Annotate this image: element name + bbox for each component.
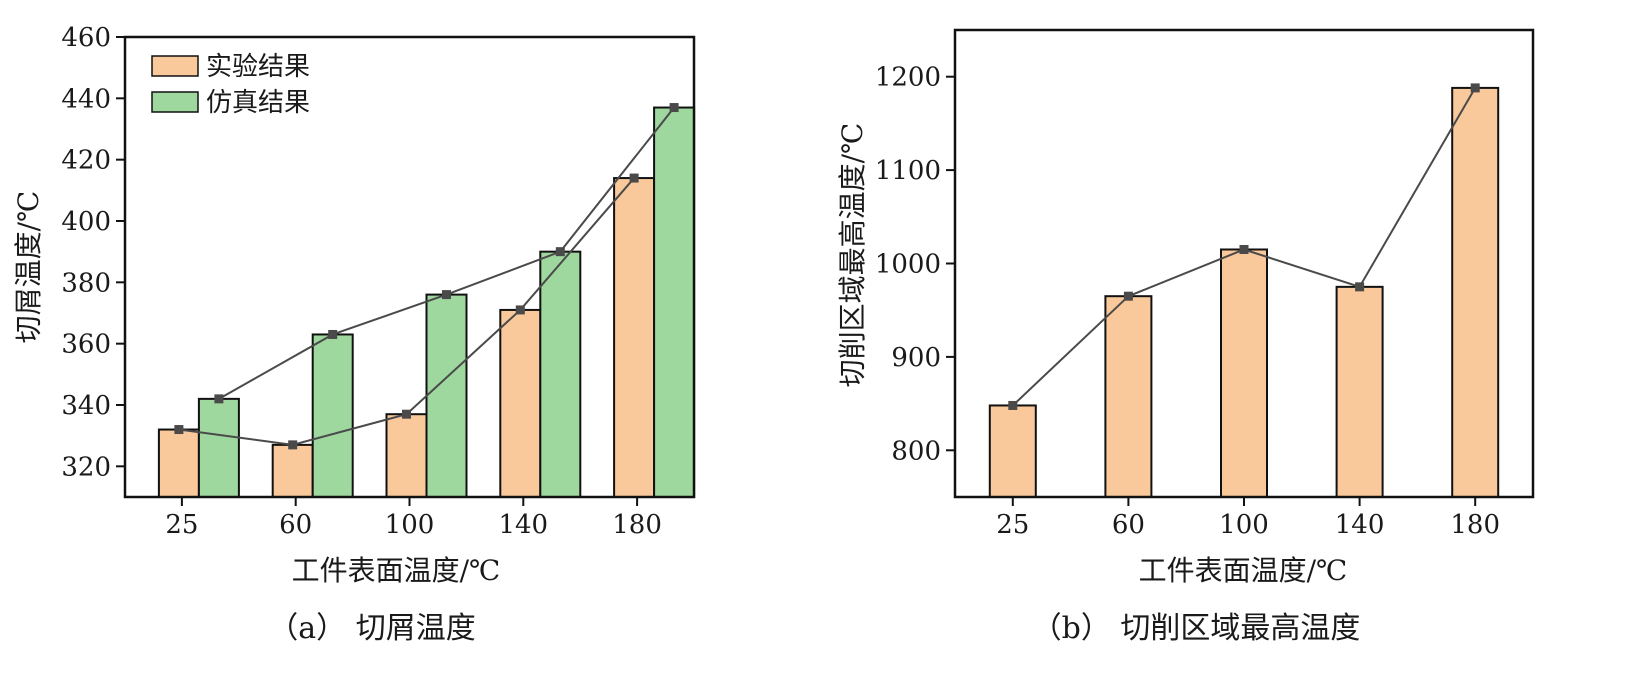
x-tick-label: 100 — [1219, 510, 1269, 540]
data-point-marker — [629, 173, 639, 183]
y-tick-label: 460 — [61, 23, 111, 53]
bar-experiment — [613, 177, 656, 498]
chart-b-y-ticks: 800 900 1000 1100 1200 — [875, 63, 955, 466]
x-tick-label: 180 — [1450, 510, 1500, 540]
bar-experiment — [157, 428, 200, 498]
bar-value — [1104, 295, 1153, 498]
y-tick-label: 1200 — [875, 63, 941, 93]
chart-b-lines — [1008, 83, 1480, 410]
chart-b-caption: （b） 切削区域最高温度 — [1032, 611, 1361, 646]
bar-value — [1335, 285, 1384, 498]
x-tick-label: 140 — [1335, 510, 1385, 540]
y-tick-label: 1000 — [875, 250, 941, 280]
legend-swatch-simulation — [151, 91, 199, 113]
data-point-marker — [288, 440, 298, 450]
legend-swatch-experiment — [151, 55, 199, 77]
bar-simulation — [653, 106, 696, 499]
bar-simulation — [539, 250, 582, 498]
bar-simulation — [425, 293, 468, 498]
x-tick-label: 25 — [165, 510, 198, 540]
chart-b-x-axis-label: 工件表面温度/℃ — [1139, 554, 1348, 587]
y-tick-label: 360 — [61, 330, 111, 360]
chart-b-plot-frame — [953, 28, 1535, 499]
data-point-marker — [515, 305, 525, 315]
chart-a-x-axis-label: 工件表面温度/℃ — [292, 554, 501, 587]
data-point-marker — [555, 247, 565, 257]
data-point-marker — [328, 329, 338, 339]
chart-a-y-axis-label: 切屑温度/℃ — [12, 191, 45, 344]
y-tick-label: 420 — [61, 146, 111, 176]
legend-label-simulation: 仿真结果 — [206, 88, 310, 118]
y-tick-label: 400 — [61, 207, 111, 237]
bar-simulation — [311, 333, 354, 499]
data-point-marker — [1470, 83, 1480, 93]
chart-a-plot-frame — [123, 35, 696, 499]
chart-a-x-ticks: 25 60 100 140 180 — [165, 497, 662, 540]
x-tick-label: 180 — [612, 510, 662, 540]
chart-b: 800 900 1000 1100 1200 25 60 100 140 180 工件表面温度/… — [836, 28, 1535, 646]
y-tick-label: 320 — [61, 452, 111, 482]
data-point-marker — [442, 290, 451, 300]
data-point-marker — [402, 409, 411, 419]
chart-a-y-ticks: 320 340 360 380 400 420 440 460 — [61, 23, 125, 482]
y-tick-label: 440 — [61, 84, 111, 114]
x-tick-label: 140 — [498, 510, 548, 540]
y-tick-label: 340 — [61, 391, 111, 421]
data-point-marker — [214, 394, 224, 404]
chart-a-lines — [174, 103, 679, 450]
y-tick-label: 380 — [61, 268, 111, 298]
data-point-marker — [1123, 291, 1133, 301]
data-point-marker — [1239, 244, 1249, 254]
chart-b-x-ticks: 25 60 100 140 180 — [996, 497, 1500, 540]
legend-label-experiment: 实验结果 — [206, 52, 310, 82]
x-tick-label: 25 — [996, 510, 1029, 540]
bar-value — [1220, 248, 1268, 498]
data-point-marker — [1355, 282, 1365, 292]
chart-b-y-axis-label: 切削区域最高温度/℃ — [836, 123, 869, 388]
bar-experiment — [385, 413, 428, 499]
bar-simulation — [197, 397, 240, 498]
bar-value — [988, 404, 1037, 498]
y-tick-label: 800 — [891, 436, 941, 466]
chart-a-legend: 实验结果 仿真结果 — [151, 52, 310, 118]
bar-experiment — [271, 443, 314, 499]
bar-experiment — [499, 308, 542, 498]
x-tick-label: 100 — [385, 510, 435, 540]
y-tick-label: 900 — [891, 343, 941, 373]
y-tick-label: 1100 — [875, 156, 941, 186]
chart-a: 320 340 360 380 400 420 440 460 25 60 100 140 180 实… — [12, 23, 696, 646]
bar-value — [1451, 86, 1500, 499]
x-tick-label: 60 — [279, 510, 312, 540]
chart-a-caption: （a） 切屑温度 — [268, 611, 475, 646]
data-point-marker — [1008, 400, 1018, 410]
data-point-marker — [669, 103, 679, 113]
data-point-marker — [174, 425, 184, 435]
x-tick-label: 60 — [1112, 510, 1145, 540]
chart-b-bars — [988, 86, 1500, 499]
